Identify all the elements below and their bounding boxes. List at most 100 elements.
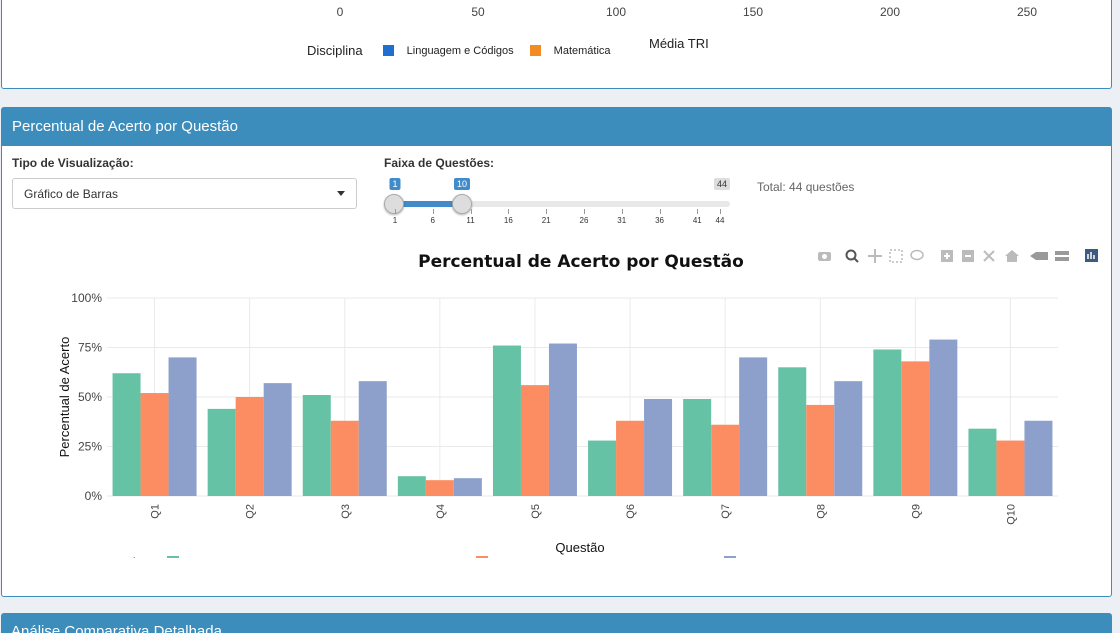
bar-q3-series-1 [302, 395, 331, 496]
bar-q2-series-1 [207, 408, 236, 496]
slider-grid-tick [546, 209, 548, 214]
viz-type-value: Gráfico de Barras [24, 187, 119, 201]
x-axis-title: Média TRI [649, 36, 709, 51]
top-chart-legend: Disciplina Linguagem e Códigos Matemátic… [307, 43, 627, 58]
bar-q10-series-2 [996, 440, 1025, 496]
bar-q9-series-1 [873, 349, 902, 496]
zoom-icon[interactable] [845, 249, 859, 263]
x-tick-label: 250 [1016, 5, 1038, 19]
x-tick-label: 100 [605, 5, 627, 19]
slider-grid-tick [508, 209, 510, 214]
bar-q4-series-2 [425, 480, 454, 496]
x-tick-label: Q7 [720, 504, 732, 519]
slider-grid-tick [720, 209, 721, 214]
total-questions: Total: 44 questões [757, 180, 855, 194]
y-tick-label: 25% [78, 440, 102, 454]
top-chart-box: 0 50 100 150 200 250 Disciplina Linguage… [1, 0, 1112, 89]
bar-q8-series-1 [778, 367, 807, 496]
slider-grid-tick [621, 209, 623, 214]
comparative-analysis-box-header: Análise Comparativa Detalhada [1, 613, 1112, 633]
slider-grid-tick [583, 209, 585, 214]
legend-title: Disciplina [307, 43, 363, 58]
plotly-logo-icon[interactable] [1085, 249, 1098, 262]
range-to-badge: 10 [453, 178, 471, 190]
bar-q5-series-1 [492, 345, 521, 496]
slider-grid-label: 16 [503, 216, 513, 225]
bar-q2-series-3 [263, 383, 292, 496]
slider-grid-label: 44 [715, 216, 725, 225]
bar-q10-series-1 [968, 428, 997, 496]
box-select-icon[interactable] [889, 249, 903, 263]
x-tick-label: Q4 [435, 504, 447, 519]
x-tick-label: 150 [742, 5, 764, 19]
x-tick-label: Q1 [150, 504, 162, 519]
y-tick-label: 0% [85, 489, 103, 503]
camera-icon[interactable] [818, 252, 831, 261]
slider-grid-tick [470, 209, 472, 214]
bar-q7-series-3 [739, 357, 768, 496]
lasso-icon[interactable] [910, 249, 924, 261]
slider-grid-tick [659, 209, 661, 214]
bar-q7-series-2 [711, 424, 740, 496]
percent-correct-box: Percentual de Acerto por Questão Tipo de… [1, 107, 1112, 597]
bar-q6-series-2 [616, 420, 645, 496]
bar-q8-series-2 [806, 404, 835, 496]
pan-icon[interactable] [868, 249, 882, 263]
zoom-out-icon[interactable] [962, 250, 974, 262]
slider-grid-label: 6 [430, 216, 436, 225]
chevron-down-icon [337, 191, 345, 196]
bar-q2-series-2 [235, 397, 264, 496]
bar-q1-series-3 [168, 357, 197, 496]
zoom-in-icon[interactable] [941, 250, 953, 262]
legend-swatch [529, 45, 541, 56]
legend-label: Matemática [553, 44, 611, 57]
legend-label-series-2: E E B DEPUTADO RAIMUNDO QUEIROZ [498, 557, 706, 558]
x-tick-label: Q6 [625, 504, 637, 519]
y-tick-label: 50% [78, 390, 102, 404]
box-title: Percentual de Acerto por Questão [2, 108, 1111, 146]
x-tick-label: Q9 [910, 504, 922, 519]
bar-q4-series-1 [397, 476, 426, 496]
bar-q4-series-3 [453, 478, 482, 496]
bar-q9-series-2 [901, 361, 930, 496]
chart-title: Percentual de Acerto por Questão [418, 252, 744, 272]
range-label: Faixa de Questões: [384, 156, 495, 170]
x-tick-label: Q5 [530, 504, 542, 519]
reset-axes-icon[interactable] [1005, 250, 1019, 262]
bar-q3-series-2 [330, 420, 359, 496]
y-axis-title: Percentual de Acerto [57, 337, 72, 458]
range-slider-handle-from[interactable] [384, 194, 404, 214]
slider-grid-label: 1 [392, 216, 398, 225]
viz-type-select[interactable]: Gráfico de Barras [12, 178, 357, 209]
legend-swatch-series-3 [724, 556, 736, 558]
viz-type-label: Tipo de Visualização: [12, 156, 134, 170]
range-slider-fill [394, 201, 462, 207]
x-tick-label: Q2 [245, 504, 257, 519]
bar-q3-series-3 [358, 381, 387, 496]
range-from-badge: 1 [389, 178, 401, 190]
slider-grid-label: 31 [617, 216, 627, 225]
slider-grid-label: 21 [541, 216, 551, 225]
bar-q5-series-2 [520, 385, 549, 496]
bar-q6-series-3 [644, 398, 673, 496]
spike-lines-icon[interactable] [1030, 252, 1048, 260]
compare-hover-icon[interactable] [1055, 251, 1069, 261]
autoscale-icon[interactable] [983, 250, 995, 262]
slider-grid-tick [395, 209, 396, 214]
legend-item-linguagem[interactable]: Linguagem e Códigos [382, 44, 514, 57]
y-tick-label: 100% [71, 291, 102, 305]
range-max-badge: 44 [713, 178, 731, 190]
x-tick-label: Q10 [1005, 504, 1017, 525]
range-slider-track[interactable] [394, 201, 730, 207]
legend-item-matematica[interactable]: Matemática [529, 44, 611, 57]
legend-label: Linguagem e Códigos [406, 44, 514, 57]
range-slider-handle-to[interactable] [452, 194, 472, 214]
bar-chart: Percentual de Acerto por Questão 0% 25% 50%… [57, 252, 1058, 558]
slider-grid-label: 36 [655, 216, 664, 225]
x-axis-title: Questão [555, 540, 604, 555]
slider-grid-label: 41 [692, 216, 702, 225]
bar-q1-series-1 [112, 373, 141, 496]
x-tick-label: 0 [336, 5, 344, 19]
bar-q5-series-3 [548, 343, 577, 496]
